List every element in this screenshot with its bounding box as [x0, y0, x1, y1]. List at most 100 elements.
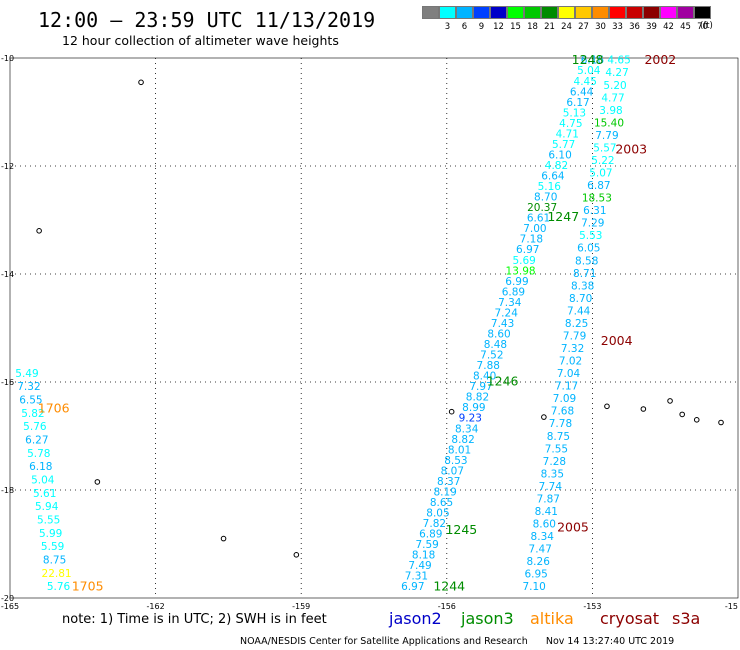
pass-label: 2002 — [644, 52, 676, 67]
pass-label: 2004 — [601, 333, 633, 348]
wave-height-value: 5.78 — [27, 448, 50, 460]
island — [693, 417, 700, 423]
colorbar-label: 42 — [663, 22, 674, 32]
wave-height-value: 7.59 — [415, 539, 438, 551]
map-subtitle: 12 hour collection of altimeter wave hei… — [62, 33, 339, 48]
wave-height-value: 5.94 — [35, 501, 59, 513]
wave-height-value: 8.75 — [43, 555, 66, 567]
colorbar-swatch: 6 — [456, 6, 473, 32]
colorbar-label: 6 — [461, 22, 468, 32]
colorbar-swatch: 33 — [609, 6, 626, 32]
wave-height-value: 13.98 — [506, 265, 536, 277]
colorbar-label: 12 — [493, 22, 504, 32]
island — [36, 228, 42, 234]
pass-label: 1247 — [547, 209, 579, 224]
wave-height-value: 6.55 — [19, 395, 42, 407]
wave-height-value: 6.99 — [505, 276, 528, 288]
colorbar-label: 39 — [646, 22, 657, 32]
lon-tick-label: -165 — [1, 602, 19, 611]
wave-height-value: 6.64 — [541, 171, 565, 183]
map-frame — [9, 57, 739, 599]
colorbar-label: 3 — [444, 22, 451, 32]
wave-height-value: 6.44 — [570, 86, 594, 98]
wave-height-value: 7.52 — [480, 350, 503, 362]
lat-tick-label: -12 — [1, 162, 14, 171]
wave-height-value: 7.97 — [469, 381, 492, 393]
wave-height-value: 8.34 — [531, 531, 555, 543]
colorbar-label: 21 — [544, 22, 555, 32]
wave-height-value: 8.41 — [535, 506, 558, 518]
wave-height-value: 8.37 — [437, 476, 460, 488]
wave-height-value: 7.47 — [529, 544, 552, 556]
lat-tick-label: -10 — [1, 54, 14, 63]
wave-height-value: 7.28 — [543, 456, 566, 468]
wave-height-value: 8.05 — [426, 507, 449, 519]
wave-height-value: 7.04 — [557, 368, 581, 380]
island — [640, 406, 647, 412]
wave-height-value: 4.27 — [605, 67, 628, 79]
wave-height-value: 4.82 — [545, 160, 568, 172]
pass-label: 1246 — [487, 374, 519, 389]
colorbar-label: 15 — [510, 22, 521, 32]
wave-height-value: 5.20 — [603, 80, 626, 92]
wave-height-value: 5.49 — [15, 368, 38, 380]
island — [94, 479, 101, 485]
lon-tick-label: -162 — [147, 602, 165, 611]
wave-height-value: 5.55 — [37, 515, 60, 527]
wave-height-value: 7.43 — [491, 318, 514, 330]
wave-height-value: 7.32 — [17, 381, 40, 393]
wave-height-value: 7.49 — [408, 560, 431, 572]
wave-height-value: 8.48 — [484, 339, 507, 351]
wave-height-value: 7.18 — [520, 234, 543, 246]
wave-height-value: 8.70 — [569, 293, 592, 305]
wave-height-value: 5.61 — [33, 488, 56, 500]
wave-height-value: 6.10 — [548, 149, 571, 161]
legend-cryosat: cryosat — [600, 609, 660, 628]
wave-height-value: 20.37 — [527, 202, 557, 214]
track-1705: 5.497.326.555.825.766.275.786.185.045.61… — [15, 368, 71, 593]
wave-height-value: 22.81 — [42, 568, 72, 580]
footnote: note: 1) Time is in UTC; 2) SWH is in fe… — [62, 612, 327, 627]
wave-height-value: 5.69 — [512, 255, 535, 267]
wave-height-value: 8.01 — [448, 444, 471, 456]
wave-height-value: 15.40 — [594, 117, 624, 129]
wave-height-value: 8.70 — [534, 192, 557, 204]
credit-timestamp: Nov 14 13:27:40 UTC 2019 — [545, 636, 675, 647]
wave-height-value: 7.44 — [567, 305, 591, 317]
colorbar-label: 24 — [561, 22, 572, 32]
wave-height-value: 5.76 — [47, 581, 71, 593]
wave-height-value: 5.16 — [538, 181, 562, 193]
island — [220, 535, 227, 542]
island — [718, 419, 724, 426]
wave-height-value: 7.02 — [559, 356, 582, 368]
wave-height-value: 7.31 — [405, 571, 428, 583]
colorbar-swatch: 21 — [541, 6, 558, 32]
wave-height-value: 7.78 — [549, 418, 572, 430]
wave-height-value: 8.60 — [533, 519, 556, 531]
colorbar-label: 45 — [680, 22, 691, 32]
island — [541, 414, 547, 420]
wave-height-value: 7.74 — [539, 481, 563, 493]
wave-height-value: 6.97 — [401, 581, 424, 593]
wave-height-value: 7.79 — [563, 330, 586, 342]
colorbar-swatch: 24 — [558, 6, 575, 32]
wave-height-value: 7.34 — [498, 297, 522, 309]
colorbar-swatch: 15 — [507, 6, 524, 32]
island — [448, 408, 455, 415]
wave-height-value: 5.59 — [41, 541, 64, 553]
wave-height-value: 7.00 — [523, 223, 546, 235]
wave-height-value: 7.79 — [595, 130, 618, 142]
colorbar-swatch: 12 — [490, 6, 507, 32]
colorbar-swatch: 18 — [524, 6, 541, 32]
colorbar-label: 9 — [478, 22, 485, 32]
wave-height-value: 8.82 — [451, 434, 474, 446]
wave-height-value: 8.35 — [541, 468, 564, 480]
wave-height-value: 5.77 — [552, 139, 575, 151]
wave-height-value: 8.25 — [565, 318, 588, 330]
pass-label: 1244 — [433, 579, 465, 594]
colorbar-label: 70 — [697, 22, 708, 32]
colorbar-swatch: 70 — [694, 6, 711, 32]
wave-height-value: 6.95 — [524, 569, 547, 581]
wave-height-value: 3.98 — [599, 105, 622, 117]
wave-height-value: 7.88 — [477, 360, 500, 372]
